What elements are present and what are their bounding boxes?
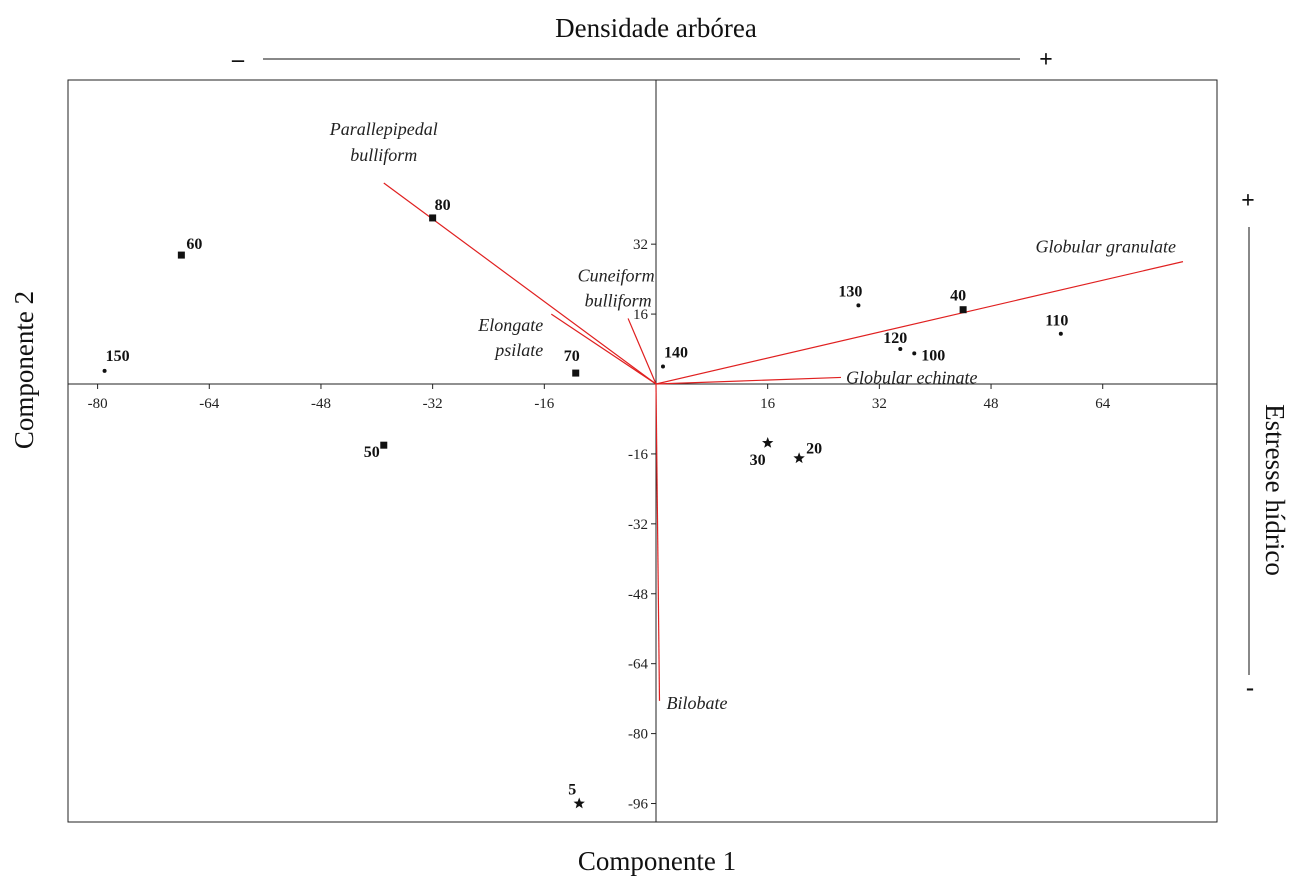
vector-label-parallepipedal-bulliform: bulliform (350, 145, 417, 165)
point-marker (856, 303, 861, 308)
right-annotation-minus: - (1246, 675, 1254, 701)
top-annotation-title: Densidade arbórea (555, 13, 757, 43)
right-annotation-plus: + (1241, 188, 1255, 214)
point-label: 70 (564, 348, 580, 365)
x-tick-label: -48 (311, 396, 331, 412)
x-tick-label: 64 (1095, 396, 1111, 412)
vector-elongate-psilate (550, 313, 657, 385)
vector-label-elongate-psilate: Elongate (477, 315, 543, 335)
point-label: 130 (838, 283, 862, 300)
point-label: 30 (750, 452, 766, 469)
vector-label-cuneiform-bulliform: Cuneiform (578, 265, 655, 285)
point-label: 140 (664, 345, 688, 362)
x-tick-label: 16 (760, 396, 776, 412)
point-marker (177, 251, 185, 259)
point-marker (1058, 331, 1063, 336)
point-label: 50 (364, 444, 380, 461)
y-tick-label: -32 (628, 517, 648, 533)
point-marker (898, 347, 903, 352)
point-label: 60 (186, 236, 202, 253)
point-marker (380, 441, 388, 449)
point-marker (429, 214, 437, 222)
point-label: 100 (921, 347, 945, 364)
vector-bilobate (655, 383, 661, 701)
y-tick-label: -80 (628, 727, 648, 743)
x-tick-label: 32 (872, 396, 887, 412)
vector-label-parallepipedal-bulliform: Parallepipedal (329, 119, 438, 139)
point-marker (573, 797, 585, 809)
x-tick-label: -64 (199, 396, 219, 412)
point-label: 5 (568, 782, 576, 799)
x-tick-label: -80 (88, 396, 108, 412)
top-annotation-plus: + (1039, 47, 1053, 73)
y-tick-label: 32 (633, 237, 648, 253)
top-annotation-minus: – (231, 47, 245, 73)
vector-label-cuneiform-bulliform: bulliform (585, 290, 652, 310)
x-tick-label: -16 (534, 396, 554, 412)
y-tick-label: 16 (633, 307, 649, 323)
vector-label-elongate-psilate: psilate (493, 340, 543, 360)
x-tick-label: 48 (984, 396, 999, 412)
x-tick-label: -32 (423, 396, 443, 412)
vector-label-globular-echinate: Globular echinate (846, 367, 977, 387)
point-label: 20 (806, 440, 822, 457)
point-label: 80 (435, 197, 451, 214)
vector-globular-echinate (655, 376, 841, 385)
point-marker (959, 306, 967, 314)
point-marker (572, 369, 580, 377)
vector-globular-granulate (655, 261, 1184, 385)
right-annotation-title: Estresse hídrico (1260, 404, 1289, 576)
vector-label-globular-granulate: Globular granulate (1035, 237, 1176, 257)
vector-cuneiform-bulliform (627, 318, 657, 385)
point-marker (793, 452, 805, 464)
point-label: 150 (106, 348, 130, 365)
y-tick-label: -16 (628, 447, 648, 463)
point-marker (102, 368, 107, 373)
point-label: 120 (883, 330, 907, 347)
point-marker (912, 351, 917, 356)
y-tick-label: -64 (628, 657, 648, 673)
y-tick-label: -48 (628, 587, 648, 603)
vector-label-bilobate: Bilobate (666, 693, 727, 713)
point-marker (660, 364, 665, 369)
y-axis-label: Componente 2 (9, 291, 39, 449)
y-tick-label: -96 (628, 797, 648, 813)
point-label: 40 (950, 288, 966, 305)
x-axis-label: Componente 1 (578, 846, 736, 876)
point-label: 110 (1045, 313, 1068, 330)
point-marker (762, 437, 774, 448)
plot-frame (67, 79, 1218, 823)
